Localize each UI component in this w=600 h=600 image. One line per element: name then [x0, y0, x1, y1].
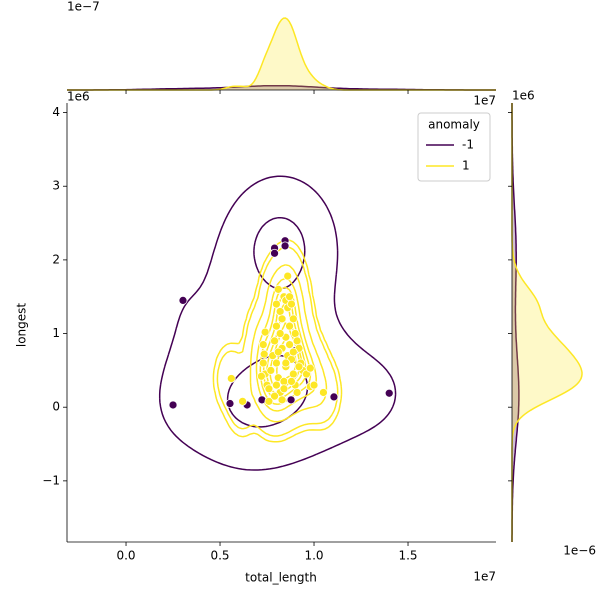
scatter-point [281, 358, 291, 368]
scatter-point [286, 395, 296, 405]
y-tick-label: 3 [52, 179, 60, 193]
scatter-point [288, 314, 298, 324]
scatter-point [280, 241, 290, 251]
top-y-offset-text: 1e−7 [67, 0, 100, 14]
x-tick-label: 0.5 [210, 549, 229, 563]
legend-title: anomaly [428, 118, 480, 132]
scatter-point [294, 362, 304, 372]
scatter-point [329, 392, 339, 402]
right-y-offset-text: 1e6 [512, 89, 535, 103]
scatter-point [225, 399, 235, 408]
scatter-point [257, 371, 266, 381]
scatter-point [264, 396, 274, 406]
scatter-point [288, 369, 298, 379]
scatter-point [290, 329, 300, 338]
scatter-point [272, 380, 281, 390]
right-kde-line [511, 103, 520, 542]
right-kde-fill [512, 103, 582, 542]
y-tick-label: 1 [52, 326, 60, 340]
x-offset-text: 1e7 [473, 570, 496, 584]
scatter-point [226, 374, 236, 383]
scatter-point [292, 388, 302, 397]
top-x-offset-text: 1e7 [473, 94, 496, 108]
scatter-point [384, 388, 394, 398]
y-tick-label: −1 [42, 473, 60, 487]
scatter-point [272, 358, 281, 368]
legend-label: 1 [462, 159, 470, 173]
scatter-point [272, 299, 281, 309]
scatter-point [309, 380, 319, 390]
scatter-point [275, 307, 285, 316]
x-tick-label: 1.5 [398, 549, 417, 563]
scatter-point [266, 366, 276, 375]
kde-contour [255, 277, 317, 412]
scatter-point [258, 358, 268, 368]
scatter-point [288, 347, 298, 357]
x-axis-label: total_length [245, 571, 317, 585]
scatter-point [319, 388, 328, 397]
scatter-point [168, 400, 178, 410]
scatter-point [273, 347, 283, 357]
y-tick-label: 4 [52, 105, 60, 119]
y-offset-text: 1e6 [67, 90, 90, 104]
scatter-point [277, 314, 287, 324]
y-axis-label: longest [15, 303, 29, 348]
scatter-point [275, 329, 285, 338]
x-tick-label: 0.0 [116, 549, 135, 563]
scatter-point [283, 271, 293, 281]
scatter-point [264, 384, 274, 394]
scatter-point [270, 391, 279, 401]
scatter-point [270, 248, 279, 258]
top-kde-fill [67, 18, 496, 90]
y-tick-label: 0 [52, 400, 60, 414]
legend: anomaly -1 1 [417, 112, 491, 182]
scatter-point [305, 363, 315, 373]
right-x-offset-text: 1e−6 [563, 544, 596, 558]
scatter-point [279, 384, 289, 394]
scatter-point [285, 292, 294, 302]
y-tick-label: 2 [52, 252, 60, 266]
scatter-point [259, 349, 269, 359]
x-tick-label: 1.0 [304, 549, 323, 563]
scatter-point [272, 321, 281, 331]
legend-box [417, 112, 491, 182]
kde-contour [158, 175, 397, 471]
scatter-point [277, 395, 287, 405]
scatter-point [285, 321, 294, 331]
scatter-point [292, 336, 302, 346]
scatter-point [178, 296, 188, 305]
scatter-point [258, 340, 268, 349]
scatter-point [279, 377, 289, 386]
scatter-point [273, 284, 283, 294]
scatter-point [260, 327, 270, 337]
scatter-point [238, 396, 247, 406]
scatter-point [270, 336, 279, 346]
legend-label: -1 [462, 138, 474, 152]
scatter-point [287, 299, 296, 309]
scatter-point [285, 340, 294, 349]
kde-contour [212, 239, 343, 443]
kde-contour [249, 264, 328, 423]
scatter-point [287, 377, 296, 386]
